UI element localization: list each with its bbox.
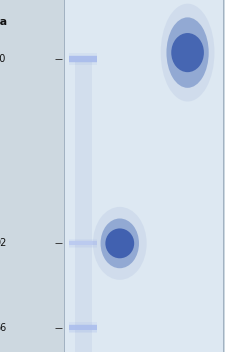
Bar [69, 322, 97, 333]
Bar [69, 325, 97, 330]
Bar [69, 240, 97, 246]
Ellipse shape [171, 33, 203, 72]
Bar [69, 241, 97, 245]
Bar [69, 56, 97, 62]
Ellipse shape [166, 17, 208, 88]
Bar [69, 53, 97, 65]
Text: 92: 92 [0, 238, 7, 249]
Bar [74, 59, 91, 352]
Text: kDa: kDa [0, 17, 7, 27]
Text: 66: 66 [0, 323, 7, 333]
Bar [69, 324, 97, 332]
Text: 190: 190 [0, 54, 7, 64]
Ellipse shape [105, 228, 134, 258]
Bar [64, 0, 222, 352]
Ellipse shape [92, 207, 146, 280]
Ellipse shape [160, 4, 214, 101]
Bar [69, 239, 97, 248]
Ellipse shape [100, 219, 138, 268]
Bar [69, 55, 97, 63]
